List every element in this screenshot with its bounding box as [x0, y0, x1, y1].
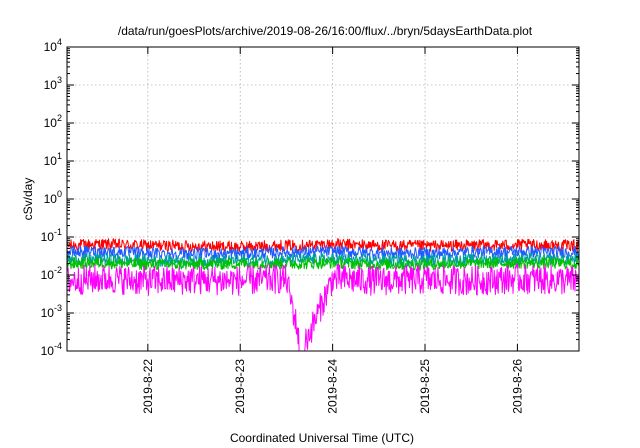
y-tick-label: 10-2: [41, 265, 62, 282]
y-axis-label: cSv/day: [21, 178, 35, 221]
x-tick-label: 2019-8-22: [141, 359, 155, 414]
tick-group: 10-4 10-3 10-2 10-1 100 101 102 103 104 2019-8-22…: [41, 37, 579, 414]
series-line: [66, 238, 580, 253]
x-tick-label: 2019-8-23: [233, 359, 247, 414]
series-line: [66, 256, 580, 271]
series-line: [67, 263, 580, 352]
x-tick-label: 2019-8-26: [510, 359, 524, 414]
y-tick-label: 10-1: [41, 227, 62, 244]
y-tick-label: 10-4: [41, 341, 62, 358]
grid: [67, 47, 579, 351]
y-tick-label: 104: [44, 37, 62, 54]
y-tick-label: 102: [44, 113, 62, 130]
x-tick-label: 2019-8-25: [418, 359, 432, 414]
x-axis-label: Coordinated Universal Time (UTC): [230, 431, 414, 445]
y-tick-label: 100: [44, 189, 62, 206]
y-tick-label: 10-3: [41, 303, 62, 320]
x-tick-label: 2019-8-24: [326, 359, 340, 414]
y-tick-label: 101: [44, 151, 62, 168]
chart-title: /data/run/goesPlots/archive/2019-08-26/1…: [118, 24, 533, 38]
y-tick-label: 103: [44, 75, 62, 92]
series-group: [66, 238, 580, 352]
